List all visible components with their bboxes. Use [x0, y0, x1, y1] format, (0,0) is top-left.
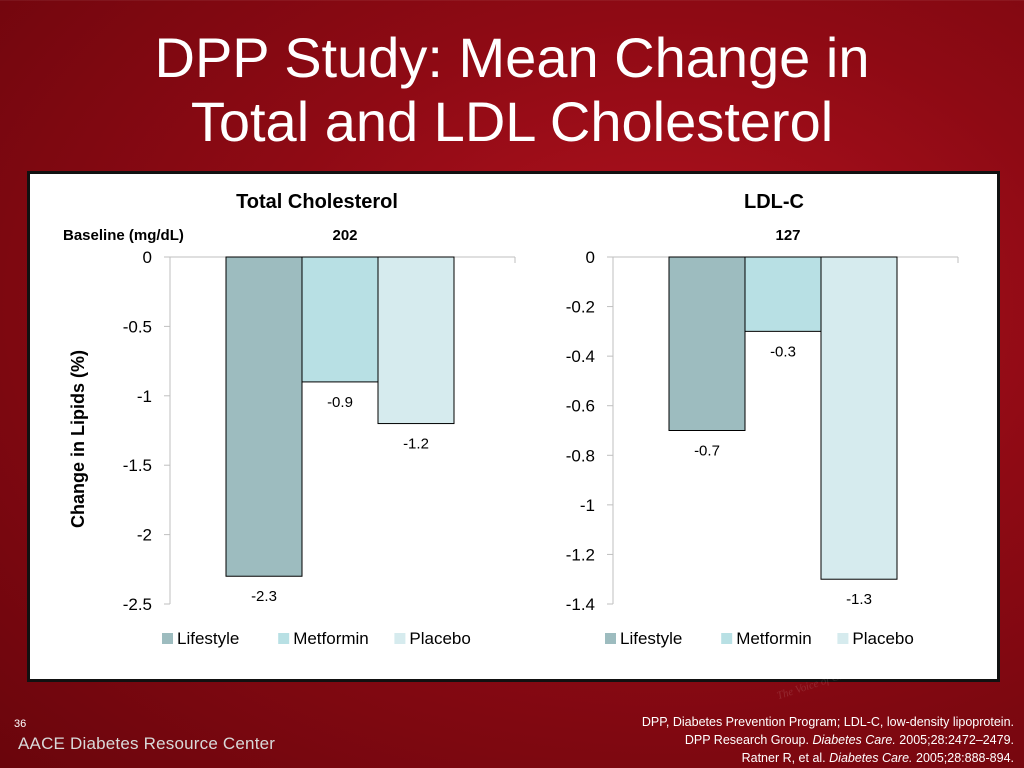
y-tick-label: 0: [586, 248, 595, 267]
y-tick-label: -1.4: [566, 595, 595, 614]
y-tick-label: -1: [137, 387, 152, 406]
y-tick-label: -1.5: [123, 456, 152, 475]
chart-ldl-c: LDL-C 127 0 -0.2 -0.4 -0.6 -0.8 -1 -1.2 -1.4 -0.7 -…: [566, 191, 959, 648]
y-tick-label: -1: [580, 496, 595, 515]
footnote-line2-journal: Diabetes Care.: [812, 733, 896, 747]
slide-number: 36: [14, 718, 27, 730]
chart-title: LDL-C: [744, 191, 804, 213]
baseline-value: 127: [775, 227, 800, 244]
legend-swatch-placebo: [394, 633, 406, 644]
data-label: -0.9: [327, 394, 353, 411]
legend-swatch-metformin: [278, 633, 290, 644]
legend-swatch-lifestyle: [605, 633, 616, 644]
footnote-line3-suffix: 2005;28:888-894.: [912, 751, 1014, 765]
y-tick-label: -1.2: [566, 545, 595, 564]
y-tick-label: -2.5: [123, 595, 152, 614]
footnote-line2-prefix: DPP Research Group.: [684, 733, 813, 747]
data-label: -0.3: [770, 343, 796, 360]
legend-swatch-placebo: [837, 633, 849, 644]
y-tick-label: 0: [143, 248, 152, 267]
legend-swatch-lifestyle: [162, 633, 173, 644]
bar-metformin: [744, 256, 822, 332]
data-label: -0.7: [694, 443, 720, 460]
footnote-line3-journal: Diabetes Care.: [829, 751, 913, 765]
y-tick-label: -2: [137, 526, 152, 545]
chart-total-cholesterol: Total Cholesterol 202 0 -0.5 -1 -1.5 -2 -2.5 -2.…: [123, 191, 516, 648]
legend-label: Lifestyle: [177, 629, 239, 648]
charts-svg: Baseline (mg/dL) Change in Lipids (%) To…: [63, 191, 959, 648]
chart-title: Total Cholesterol: [236, 191, 398, 213]
footnote-line2-suffix: 2005;28:2472–2479.: [895, 733, 1014, 747]
legend-label: Placebo: [852, 629, 913, 648]
bar-placebo: [377, 256, 455, 425]
slide-title-line2: Total and LDL Cholesterol: [190, 90, 834, 153]
footnote: DPP, Diabetes Prevention Program; LDL-C,…: [494, 713, 1014, 767]
data-label: -1.3: [846, 591, 872, 608]
chart-panel: Baseline (mg/dL) Change in Lipids (%) To…: [27, 171, 1000, 682]
baseline-value: 202: [332, 227, 357, 244]
y-tick-label: -0.6: [566, 397, 595, 416]
slide-title-line1: DPP Study: Mean Change in: [154, 26, 870, 89]
baseline-label: Baseline (mg/dL): [63, 227, 184, 244]
legend-label: Metformin: [293, 629, 369, 648]
y-tick-label: -0.2: [566, 298, 595, 317]
legend-label: Placebo: [409, 629, 470, 648]
legend-swatch-metformin: [721, 633, 733, 644]
bar-placebo: [820, 256, 898, 580]
footnote-line3-prefix: Ratner R, et al.: [741, 751, 830, 765]
org-logo: AACE Diabetes Resource Center: [18, 734, 276, 753]
y-axis-label: Change in Lipids (%): [68, 350, 88, 528]
footnote-line3: Ratner R, et al. Diabetes Care. 2005;28:…: [494, 749, 1014, 767]
bar-lifestyle: [668, 256, 746, 431]
footnote-line1: DPP, Diabetes Prevention Program; LDL-C,…: [641, 715, 1014, 729]
y-tick-label: -0.5: [123, 317, 152, 336]
legend-label: Metformin: [736, 629, 812, 648]
footnote-line2: DPP Research Group. Diabetes Care. 2005;…: [494, 731, 1014, 749]
slide-title: DPP Study: Mean Change in Total and LDL …: [0, 26, 1024, 154]
legend-label: Lifestyle: [620, 629, 682, 648]
data-label: -2.3: [251, 588, 277, 605]
bar-metformin: [301, 256, 379, 383]
bar-lifestyle: [225, 256, 303, 577]
data-label: -1.2: [403, 436, 429, 453]
y-tick-label: -0.4: [566, 347, 595, 366]
y-tick-label: -0.8: [566, 446, 595, 465]
